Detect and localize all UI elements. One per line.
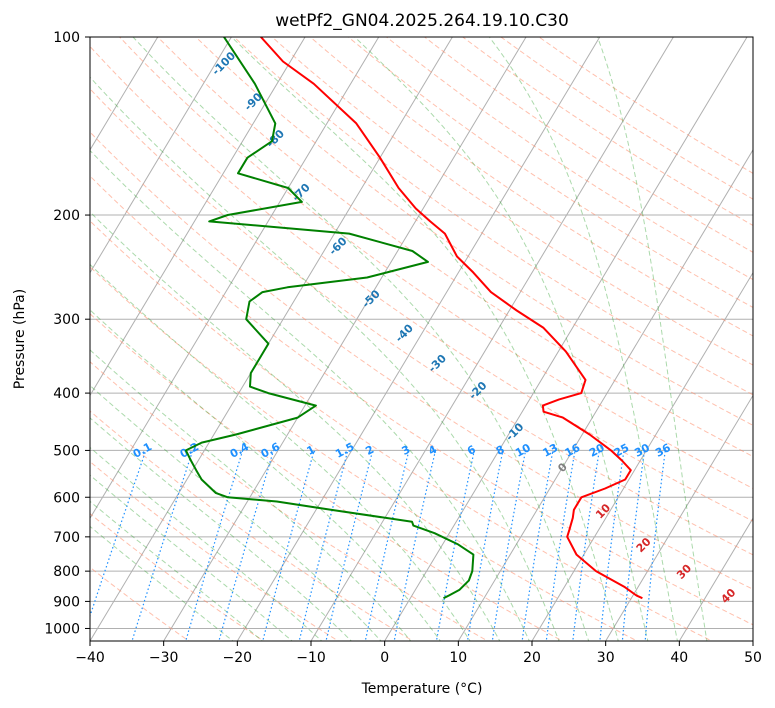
y-tick-label: 700 bbox=[53, 530, 80, 546]
dry-adiabat-line bbox=[195, 37, 753, 426]
moist-adiabat-line bbox=[90, 76, 560, 641]
mixing-ratio-line bbox=[364, 450, 410, 641]
mixing-ratio-label: 10 bbox=[513, 441, 533, 460]
x-tick-label: 30 bbox=[597, 650, 615, 666]
dry-adiabat-line bbox=[90, 175, 753, 626]
isotherm-line bbox=[457, 148, 753, 641]
mixing-ratio-line bbox=[435, 450, 475, 641]
isotherm-line bbox=[531, 271, 753, 641]
mixing-ratio-line bbox=[131, 450, 194, 641]
x-tick-label: 40 bbox=[670, 650, 688, 666]
plot-frame bbox=[89, 36, 754, 642]
y-tick-label: 900 bbox=[53, 594, 80, 610]
dry-adiabat-line bbox=[90, 361, 489, 641]
mixing-ratio-line bbox=[218, 450, 275, 641]
moist-adiabat-line bbox=[90, 309, 442, 641]
chart-title: wetPf2_GN04.2025.264.19.10.C30 bbox=[275, 11, 569, 31]
moist-adiabat-line bbox=[132, 37, 590, 641]
moist-adiabat-line bbox=[90, 263, 471, 641]
y-tick-label: 400 bbox=[53, 386, 80, 402]
dry-adiabat-line bbox=[90, 88, 753, 556]
isotherm-line bbox=[90, 37, 159, 151]
y-tick-label: 200 bbox=[53, 208, 80, 224]
isotherm-line bbox=[678, 517, 753, 641]
isotherm-line bbox=[605, 394, 753, 641]
dry-adiabat-line bbox=[90, 266, 639, 641]
isotherm-line bbox=[236, 37, 601, 641]
x-tick-label: −10 bbox=[296, 650, 326, 666]
moist-adiabat-line bbox=[90, 474, 293, 641]
dry-adiabat-line bbox=[157, 37, 753, 458]
y-tick-label: 1000 bbox=[44, 622, 80, 638]
mixing-ratio-label: 20 bbox=[587, 441, 607, 460]
mixing-ratio-line bbox=[466, 450, 504, 641]
x-tick-label: 10 bbox=[449, 650, 467, 666]
y-axis-label: Pressure (hPa) bbox=[12, 289, 28, 389]
plot-background bbox=[90, 37, 753, 641]
moist-adiabat-line bbox=[90, 446, 323, 641]
moist-adiabat-line bbox=[90, 211, 501, 641]
isotherm-line bbox=[90, 37, 306, 397]
x-tick-label: −30 bbox=[149, 650, 179, 666]
dry-adiabat-line bbox=[90, 566, 190, 641]
y-tick-label: 500 bbox=[53, 443, 80, 459]
x-tick-label: 50 bbox=[744, 650, 762, 666]
moist-adiabat-line bbox=[90, 525, 234, 641]
dewpoint-trace bbox=[184, 37, 475, 600]
x-tick-label: 0 bbox=[380, 650, 389, 666]
mixing-ratio-label: 30 bbox=[632, 441, 652, 460]
moist-adiabat-line bbox=[231, 37, 619, 641]
moist-adiabat-line bbox=[90, 500, 264, 641]
x-tick-label: 20 bbox=[523, 650, 541, 666]
mixing-ratio-line bbox=[262, 450, 315, 641]
x-axis-label: Temperature (°C) bbox=[361, 681, 483, 697]
mixing-ratio-line bbox=[393, 450, 437, 641]
dry-adiabat-line bbox=[90, 131, 753, 590]
moist-adiabat-line bbox=[488, 37, 678, 641]
dry-adiabat-line bbox=[90, 313, 564, 641]
temperature-trace bbox=[260, 37, 643, 600]
dry-adiabat-line bbox=[90, 512, 265, 641]
isotherm-line bbox=[163, 37, 527, 641]
mixing-ratio-label: 13 bbox=[541, 441, 561, 460]
moist-adiabat-line bbox=[90, 384, 382, 641]
isotherm-line bbox=[384, 37, 748, 641]
dry-adiabat-line bbox=[385, 37, 753, 281]
mixing-ratio-line bbox=[325, 450, 374, 641]
mixing-ratio-line bbox=[298, 450, 349, 641]
isotherm-line bbox=[90, 37, 380, 520]
moist-adiabat-line bbox=[354, 37, 649, 641]
y-tick-label: 800 bbox=[53, 564, 80, 580]
mixing-ratio-line bbox=[185, 450, 244, 641]
moist-adiabat-line bbox=[90, 149, 530, 641]
y-tick-label: 100 bbox=[53, 30, 80, 46]
mixing-ratio-label: 16 bbox=[563, 441, 583, 460]
x-tick-label: −40 bbox=[75, 650, 105, 666]
y-tick-label: 600 bbox=[53, 490, 80, 506]
dry-adiabat-line bbox=[233, 37, 753, 396]
x-tick-label: −20 bbox=[223, 650, 253, 666]
isotherm-line bbox=[90, 37, 232, 274]
mixing-ratio-line bbox=[90, 450, 147, 619]
dry-adiabat-line bbox=[90, 410, 414, 641]
moist-adiabat-line bbox=[597, 37, 708, 641]
y-tick-label: 300 bbox=[53, 312, 80, 328]
dry-adiabat-line bbox=[90, 45, 753, 522]
isotherm-line bbox=[90, 37, 453, 641]
dry-adiabat-line bbox=[90, 220, 713, 641]
mixing-ratio-label: 36 bbox=[653, 441, 673, 460]
